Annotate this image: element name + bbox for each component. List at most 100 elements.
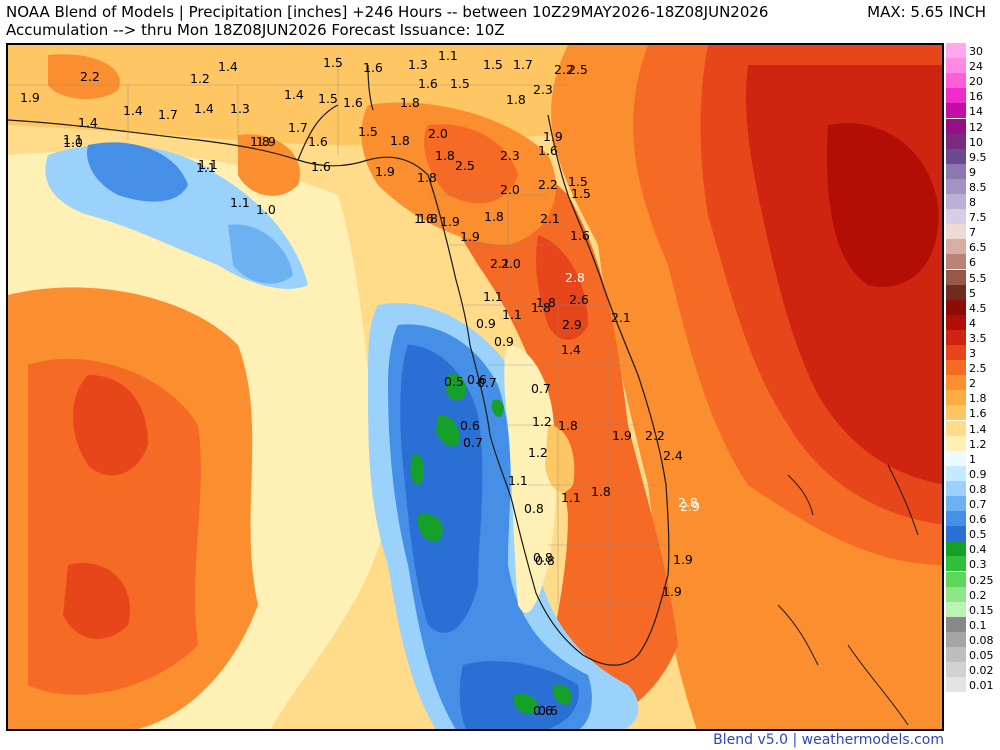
legend-label: 9.5 [969, 150, 987, 164]
legend-label: 0.7 [969, 498, 987, 511]
precip-value: 0.6 [538, 703, 558, 718]
legend-swatch [946, 73, 966, 89]
precip-value: 2.1 [611, 310, 631, 325]
precip-value: 0.8 [524, 501, 544, 516]
legend-label: 0.08 [969, 633, 994, 647]
precip-value: 1.5 [483, 57, 503, 72]
legend-swatch [946, 133, 966, 149]
precip-value: 1.0 [256, 202, 276, 217]
precip-value: 1.8 [531, 300, 551, 315]
max-value-label: MAX: 5.65 INCH [867, 3, 986, 21]
legend-swatch [946, 420, 966, 436]
precip-value: 2.0 [501, 256, 521, 271]
legend-swatch [946, 496, 966, 511]
coastline [8, 64, 670, 666]
legend-swatch [946, 541, 966, 557]
legend-label: 0.25 [969, 573, 994, 587]
precip-value: 2.2 [554, 62, 574, 77]
legend-label: 0.4 [969, 543, 987, 557]
precip-value: 1.3 [230, 101, 250, 116]
precip-value: 1.9 [673, 552, 693, 567]
precip-value: 1.4 [123, 103, 143, 118]
precip-value: 1.6 [343, 95, 363, 110]
legend-swatch [946, 209, 966, 225]
precip-value: 1.1 [63, 132, 83, 147]
precip-value: 1.9 [256, 134, 276, 149]
legend-swatch [946, 435, 966, 451]
precip-value: 1.8 [536, 295, 556, 310]
precip-value: 2.9 [562, 317, 582, 332]
precip-value: 1.7 [513, 57, 533, 72]
precip-value: 1.2 [528, 445, 548, 460]
credit-link[interactable]: Blend v5.0 | weathermodels.com [713, 732, 944, 748]
precip-value: 1.5 [318, 91, 338, 106]
precip-value: 1.8 [417, 170, 437, 185]
legend-swatch [946, 360, 966, 376]
precip-value: 1.5 [568, 174, 588, 189]
legend-label: 3 [969, 347, 976, 360]
precip-value: 1.9 [375, 164, 395, 179]
precip-value: 2.0 [500, 182, 520, 197]
precip-value: 1.6 [363, 60, 383, 75]
precip-value: 1.8 [390, 133, 410, 148]
legend-label: 4 [969, 316, 976, 330]
legend-label: 8.5 [969, 180, 987, 194]
precip-value: 0.6 [460, 418, 480, 433]
precip-value: 1.9 [20, 90, 40, 105]
precip-value: 0.9 [476, 316, 496, 331]
precip-value: 1.8 [506, 92, 526, 107]
precip-value: 1.8 [591, 484, 611, 499]
precip-value: 1.6 [538, 143, 558, 158]
precip-value: 1.8 [435, 148, 455, 163]
precip-value: 1.4 [284, 87, 304, 102]
legend-swatch [946, 450, 966, 466]
legend-swatch [946, 58, 966, 74]
precip-value-labels: 2.2 1.21.4 1.5 1.6 1.31.11.5 1.7 2.22.51.91.41… [20, 48, 700, 718]
legend-label: 0.5 [969, 528, 987, 542]
legend-swatch [946, 118, 966, 134]
legend-swatch [946, 314, 966, 330]
legend-swatch [946, 677, 966, 693]
precip-value: 2.3 [500, 148, 520, 163]
legend-swatch [946, 375, 966, 391]
legend-label: 5.5 [969, 271, 987, 285]
legend-label: 16 [969, 90, 983, 104]
legend-label: 10 [969, 135, 983, 149]
precip-value: 1.9 [460, 229, 480, 244]
legend-swatch [946, 239, 966, 255]
legend-swatch [946, 511, 966, 527]
legend-label: 0.8 [969, 482, 987, 496]
legend-swatch [946, 631, 966, 647]
legend-swatch [946, 556, 966, 572]
legend-label: 0.3 [969, 558, 987, 572]
legend-swatch [946, 405, 966, 421]
precip-value: 1.6 [311, 159, 331, 174]
precip-value: 1.1 [508, 473, 528, 488]
precip-value: 2.3 [533, 82, 553, 97]
precip-value: 2.5 [568, 62, 588, 77]
precip-value: 1.6 [308, 134, 328, 149]
legend-swatch [946, 571, 966, 587]
legend-swatch [946, 465, 966, 481]
precip-value: 0.8 [533, 550, 553, 565]
legend-swatch [946, 299, 966, 315]
legend-label: 0.05 [969, 649, 994, 662]
precip-value: 0.7 [477, 375, 497, 390]
legend-label: 0.01 [969, 679, 994, 693]
precip-value: 1.1 [502, 307, 522, 322]
precip-value: 2.4 [663, 448, 683, 463]
precip-value: 1.8 [400, 95, 420, 110]
precip-value: 1.7 [288, 120, 308, 135]
legend-swatch [946, 254, 966, 270]
precip-value: 2.5 [455, 158, 475, 173]
precip-value: 1.0 [63, 135, 83, 150]
legend-swatch [946, 586, 966, 602]
precip-value: 1.1 [438, 48, 458, 63]
legend-swatch [946, 148, 966, 164]
legend-label: 0.1 [969, 618, 987, 632]
precip-value: 0.6 [533, 703, 553, 718]
legend-swatch [946, 345, 966, 360]
legend-swatch [946, 647, 966, 662]
precip-value: 1.4 [218, 59, 238, 74]
legend-label: 12 [969, 120, 983, 134]
